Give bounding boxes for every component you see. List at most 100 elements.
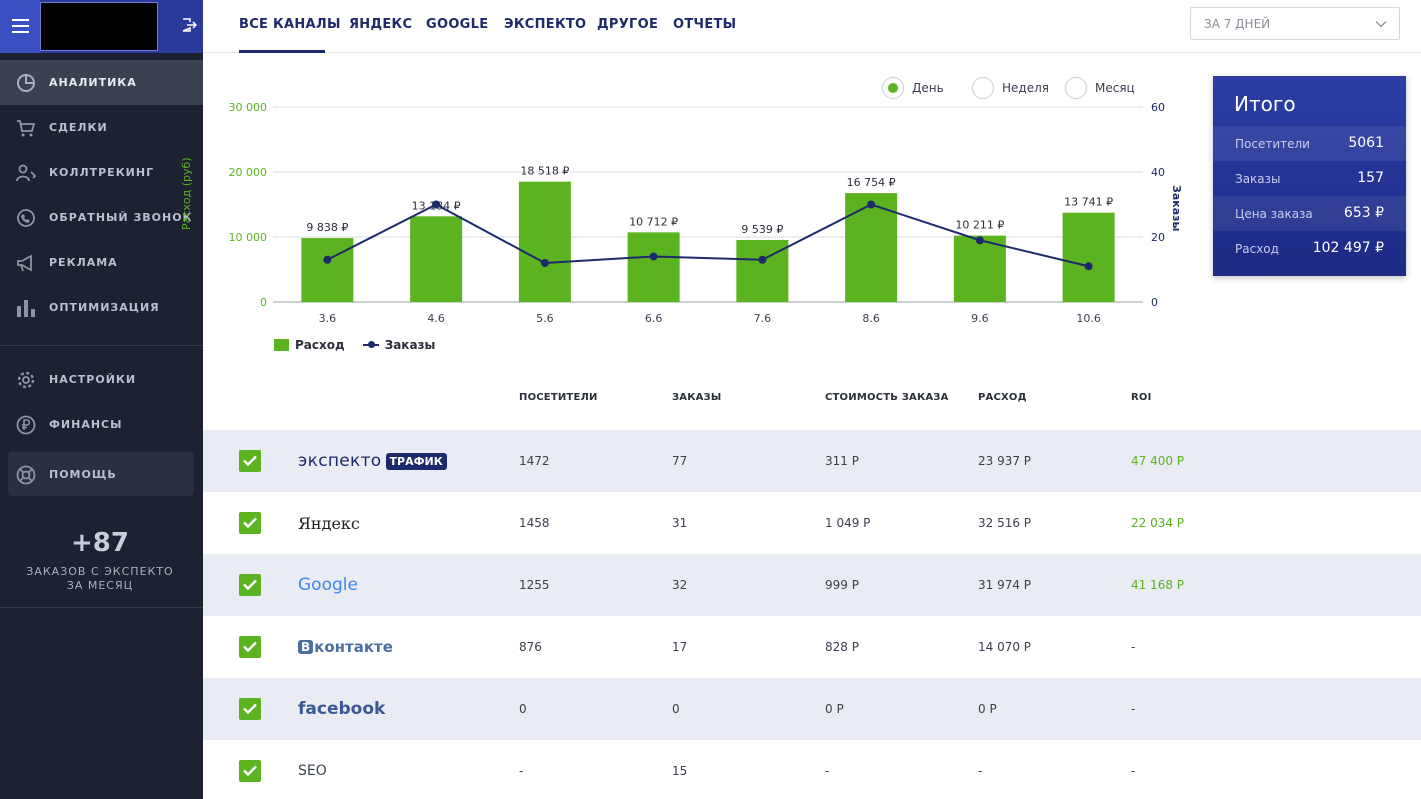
y-axis-right-label: Заказы xyxy=(1170,185,1183,232)
channel-name: Яндекс xyxy=(298,513,360,533)
channel-logo-google: Google xyxy=(298,572,358,598)
col-header-spend[interactable]: РАСХОД xyxy=(978,392,1027,403)
x-tick-label: 5.6 xyxy=(536,312,554,325)
cell-spend: 31 974 Р xyxy=(978,578,1032,592)
cell-spend: 32 516 Р xyxy=(978,516,1032,530)
bar-data-label: 10 712 ₽ xyxy=(629,215,678,228)
logout-icon[interactable] xyxy=(181,15,197,35)
bar-data-label: 9 539 ₽ xyxy=(741,223,783,236)
channel-logo-expekto: экспекто ТРАФИК xyxy=(298,448,447,474)
summary-value: 102 497 ₽ xyxy=(1312,240,1384,256)
summary-row-visitors: Посетители 5061 xyxy=(1213,126,1406,161)
promo-caption-line: ЗАКАЗОВ С ЭКСПЕКТО xyxy=(26,565,174,578)
channel-logo-seo: SEO xyxy=(298,758,327,784)
orders-line xyxy=(326,203,1089,268)
cell-visitors: 1255 xyxy=(519,578,550,592)
legend-label-orders: Заказы xyxy=(384,338,436,352)
cell-spend: 0 Р xyxy=(978,702,997,716)
summary-key: Посетители xyxy=(1235,137,1310,151)
legend-swatch-orders xyxy=(362,341,379,348)
y-tick-label-right: 0 xyxy=(1151,296,1158,309)
radio-day[interactable]: День xyxy=(882,77,944,99)
orders-point xyxy=(432,200,441,209)
radio-week-circle[interactable] xyxy=(972,77,994,99)
logo[interactable] xyxy=(40,2,158,51)
row-checkbox[interactable] xyxy=(239,760,261,782)
cell-orders: 32 xyxy=(672,578,688,592)
cell-orders: 0 xyxy=(672,702,680,716)
radio-week[interactable]: Неделя xyxy=(972,77,1049,99)
summary-title: Итого xyxy=(1234,92,1296,116)
sidebar-item-settings[interactable]: НАСТРОЙКИ xyxy=(0,357,203,402)
cell-order-cost: 1 049 Р xyxy=(825,516,871,530)
orders-point xyxy=(867,200,876,209)
bar-data-label: 10 211 ₽ xyxy=(955,219,1004,232)
channel-name: SEO xyxy=(298,763,327,779)
row-checkbox[interactable] xyxy=(239,574,261,596)
summary-value: 157 xyxy=(1357,170,1384,186)
check-icon xyxy=(243,765,257,776)
sidebar-item-label: НАСТРОЙКИ xyxy=(49,373,137,386)
bar-data-label: 13 741 ₽ xyxy=(1064,196,1113,209)
tab-yandex[interactable]: ЯНДЕКС xyxy=(349,17,413,32)
tab-all-channels[interactable]: ВСЕ КАНАЛЫ xyxy=(239,17,341,32)
y-tick-label-left: 30 000 xyxy=(229,101,268,114)
chart-legend: Расход Заказы xyxy=(274,338,435,352)
x-tick-label: 3.6 xyxy=(319,312,337,325)
cell-visitors: 1472 xyxy=(519,454,550,468)
cell-spend: 14 070 Р xyxy=(978,640,1032,654)
tab-google[interactable]: GOOGLE xyxy=(426,17,489,32)
radio-month-circle[interactable] xyxy=(1065,77,1087,99)
cell-orders: 77 xyxy=(672,454,688,468)
radio-day-circle[interactable] xyxy=(882,77,904,99)
table-row: экспекто ТРАФИК 1472 77 311 Р 23 937 Р 4… xyxy=(203,430,1421,492)
sidebar-divider xyxy=(0,607,203,608)
promo-caption: ЗАКАЗОВ С ЭКСПЕКТО ЗА МЕСЯЦ xyxy=(0,565,200,593)
sidebar-item-help[interactable]: ПОМОЩЬ xyxy=(0,452,203,497)
col-header-orders[interactable]: ЗАКАЗЫ xyxy=(672,392,722,403)
tab-expekto[interactable]: ЭКСПЕКТО xyxy=(504,17,587,32)
summary-card: Итого Посетители 5061 Заказы 157 Цена за… xyxy=(1213,76,1406,276)
col-header-order-cost[interactable]: СТОИМОСТЬ ЗАКАЗА xyxy=(825,392,949,403)
summary-row-orders: Заказы 157 xyxy=(1213,161,1406,196)
sidebar-item-callback[interactable]: ОБРАТНЫЙ ЗВОНОК xyxy=(0,195,203,240)
row-checkbox[interactable] xyxy=(239,636,261,658)
row-checkbox[interactable] xyxy=(239,512,261,534)
promo-caption-line: ЗА МЕСЯЦ xyxy=(66,579,134,592)
sidebar-item-analytics[interactable]: АНАЛИТИКА xyxy=(0,60,203,105)
cell-visitors: 1458 xyxy=(519,516,550,530)
sidebar-item-label: СДЕЛКИ xyxy=(49,121,108,134)
channel-badge: ТРАФИК xyxy=(385,452,447,470)
summary-value: 5061 xyxy=(1348,135,1384,151)
orders-point xyxy=(323,255,332,264)
cell-visitors: 0 xyxy=(519,702,527,716)
row-checkbox[interactable] xyxy=(239,450,261,472)
tab-other[interactable]: ДРУГОЕ xyxy=(597,17,659,32)
phone-user-icon xyxy=(16,164,36,181)
sidebar-item-deals[interactable]: СДЕЛКИ xyxy=(0,105,203,150)
y-tick-label-right: 40 xyxy=(1151,166,1165,179)
menu-icon-bar xyxy=(12,25,29,27)
check-icon xyxy=(243,703,257,714)
row-checkbox[interactable] xyxy=(239,698,261,720)
cell-visitors: - xyxy=(519,764,524,778)
sidebar-item-ads[interactable]: РЕКЛАМА xyxy=(0,240,203,285)
help-highlight xyxy=(8,452,194,496)
check-icon xyxy=(243,517,257,528)
period-select[interactable]: ЗА 7 ДНЕЙ xyxy=(1190,7,1400,40)
channel-name: Google xyxy=(298,575,358,595)
radio-month[interactable]: Месяц xyxy=(1065,77,1135,99)
col-header-visitors[interactable]: ПОСЕТИТЕЛИ xyxy=(519,392,598,403)
summary-key: Заказы xyxy=(1235,172,1281,186)
sidebar-item-calltracking[interactable]: КОЛЛТРЕКИНГ xyxy=(0,150,203,195)
sidebar-item-optimization[interactable]: ОПТИМИЗАЦИЯ xyxy=(0,285,203,330)
y-tick-label-left: 10 000 xyxy=(229,231,268,244)
menu-button[interactable] xyxy=(0,0,40,53)
cell-order-cost: 828 Р xyxy=(825,640,859,654)
y-tick-label-right: 20 xyxy=(1151,231,1165,244)
active-tab-indicator xyxy=(239,50,325,53)
sidebar-item-finance[interactable]: ФИНАНСЫ xyxy=(0,402,203,447)
col-header-roi[interactable]: ROI xyxy=(1131,392,1152,403)
tab-reports[interactable]: ОТЧЕТЫ xyxy=(673,17,737,32)
